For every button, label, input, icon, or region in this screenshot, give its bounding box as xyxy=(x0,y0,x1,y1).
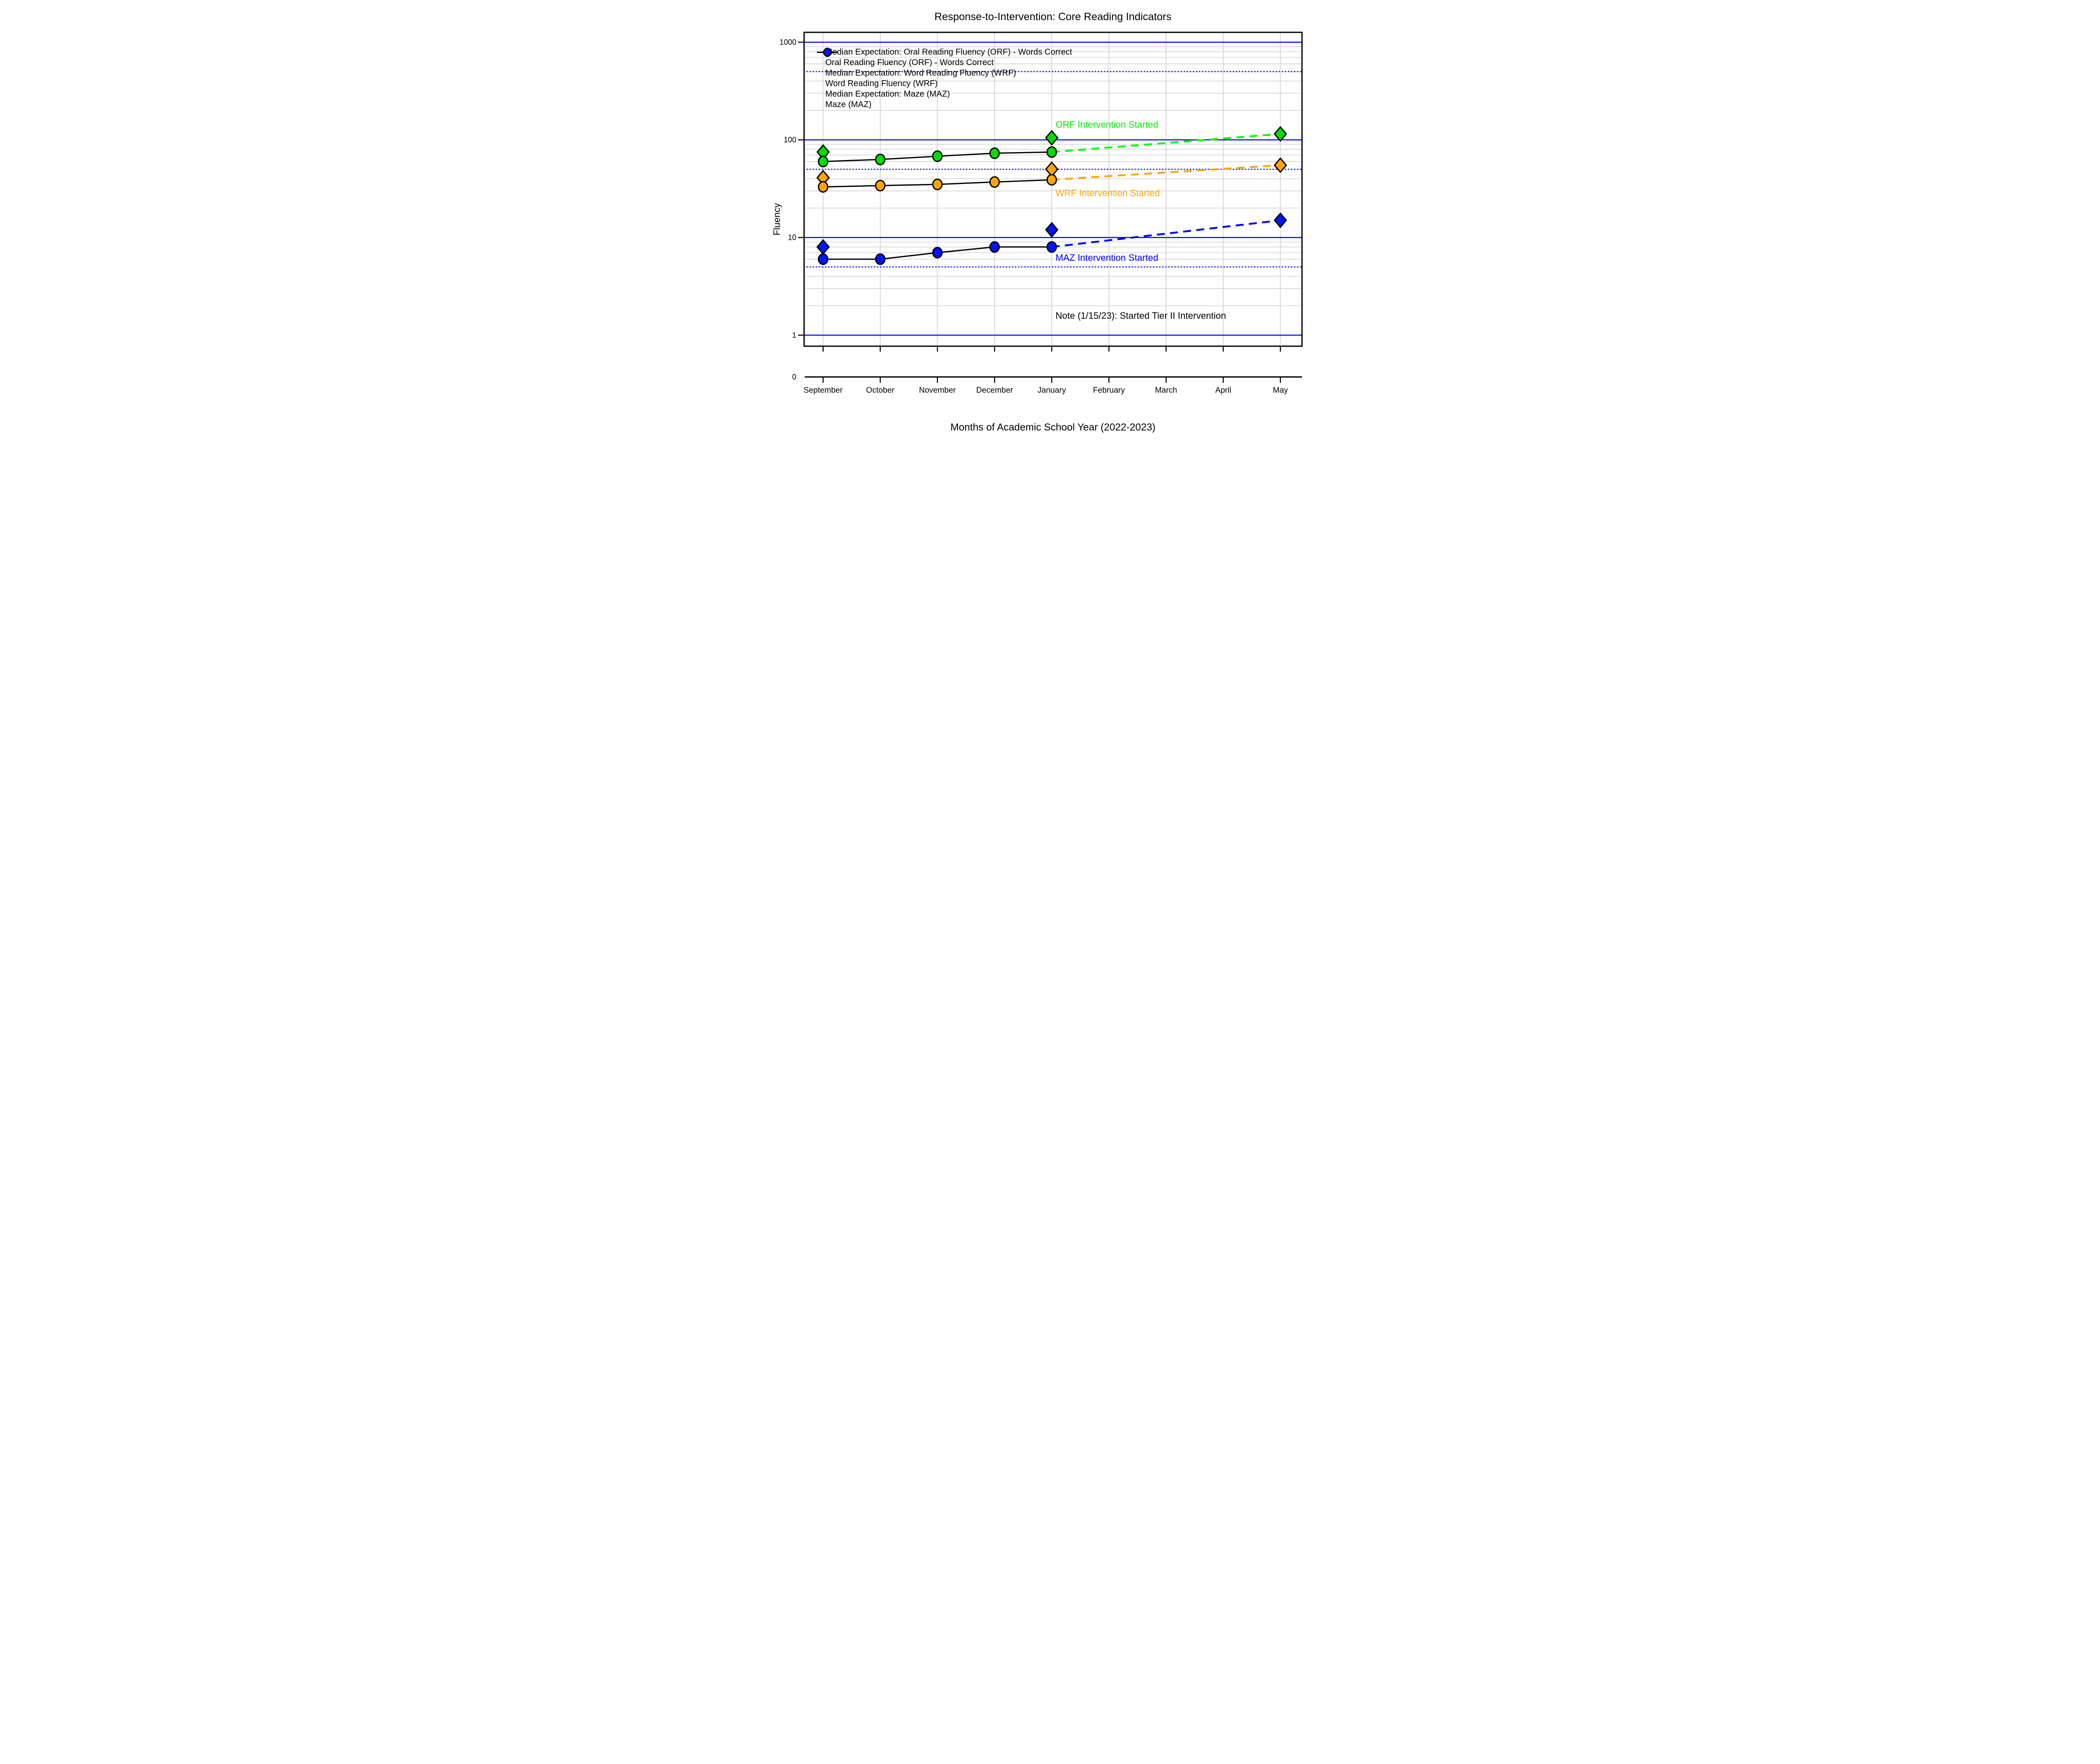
y-axis-tick-label: 1 xyxy=(792,331,796,339)
legend-label: Word Reading Fluency (WRF) xyxy=(825,79,938,88)
data-point-diamond xyxy=(1273,126,1287,142)
y-axis-tick-label: 10 xyxy=(788,234,796,242)
data-point-diamond xyxy=(1273,212,1287,228)
data-point-diamond xyxy=(1273,157,1287,173)
month-label: April xyxy=(1215,386,1231,395)
data-point-circle xyxy=(818,181,829,193)
legend-item-wrf: Word Reading Fluency (WRF) xyxy=(816,47,1072,89)
legend-item-maz-median: Median Expectation: Maze (MAZ) xyxy=(816,47,1072,100)
rti-chart: Response-to-Intervention: Core Reading I… xyxy=(766,0,1334,441)
data-point-circle xyxy=(1046,241,1057,253)
month-label: November xyxy=(919,386,956,395)
month-label: May xyxy=(1273,386,1288,395)
legend-item-orf: Oral Reading Fluency (ORF) - Words Corre… xyxy=(816,47,1072,68)
legend-label: Oral Reading Fluency (ORF) - Words Corre… xyxy=(825,58,994,67)
legend-label: Median Expectation: Word Reading Fluency… xyxy=(825,68,1016,78)
month-label: February xyxy=(1093,386,1125,395)
legend-label: Median Expectation: Maze (MAZ) xyxy=(825,89,950,99)
legend-item-orf-median: Median Expectation: Oral Reading Fluency… xyxy=(816,47,1072,58)
data-point-circle xyxy=(818,253,829,265)
data-point-diamond xyxy=(1045,222,1059,238)
data-point-circle xyxy=(1046,146,1057,158)
zero-baseline-label: 0 xyxy=(792,373,796,381)
annotation-note: Note (1/15/23): Started Tier II Interven… xyxy=(1055,310,1226,321)
legend: Median Expectation: Oral Reading Fluency… xyxy=(816,47,1072,110)
legend-label: Median Expectation: Oral Reading Fluency… xyxy=(825,47,1072,57)
legend-item-wrf-median: Median Expectation: Word Reading Fluency… xyxy=(816,47,1072,79)
data-point-circle xyxy=(818,155,829,168)
circle-line-marker-icon xyxy=(817,47,838,57)
data-point-circle xyxy=(989,176,1000,188)
y-axis-tick-label: 1000 xyxy=(780,38,796,47)
month-label: January xyxy=(1037,386,1066,395)
month-label: September xyxy=(803,386,843,395)
projection-dashed-line xyxy=(1052,164,1281,181)
data-point-circle xyxy=(875,153,886,165)
legend-item-maz: Maze (MAZ) xyxy=(816,47,1072,110)
data-point-circle xyxy=(932,247,943,259)
data-point-circle xyxy=(1046,174,1057,186)
data-point-circle xyxy=(875,180,886,192)
y-axis-tick-label: 100 xyxy=(784,136,796,144)
plot-border xyxy=(803,32,1303,347)
data-point-circle xyxy=(875,253,886,265)
projection-dashed-line xyxy=(1051,219,1281,248)
month-label: October xyxy=(866,386,895,395)
data-point-diamond xyxy=(1045,130,1059,146)
annotation-wrf-intervention: WRF Intervention Started xyxy=(1055,187,1160,198)
chart-title: Response-to-Intervention: Core Reading I… xyxy=(934,11,1172,23)
annotation-maz-intervention: MAZ Intervention Started xyxy=(1055,252,1158,263)
annotation-orf-intervention: ORF Intervention Started xyxy=(1055,119,1158,130)
data-point-circle xyxy=(989,241,1000,253)
data-point-circle xyxy=(932,150,943,162)
legend-label: Maze (MAZ) xyxy=(825,100,872,109)
y-axis-title: Fluency xyxy=(772,203,782,236)
projection-dashed-line xyxy=(1051,133,1281,153)
data-point-circle xyxy=(989,147,1000,159)
month-label: March xyxy=(1155,386,1177,395)
x-axis-title: Months of Academic School Year (2022-202… xyxy=(950,422,1156,433)
data-point-circle xyxy=(932,178,943,190)
month-label: December xyxy=(976,386,1013,395)
